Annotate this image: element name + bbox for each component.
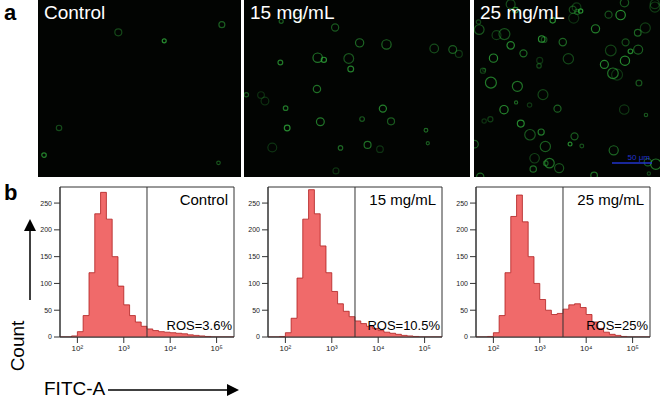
svg-text:10⁴: 10⁴ xyxy=(164,344,177,353)
html-text:FITC-A: FITC-A xyxy=(44,378,106,399)
svg-text:150: 150 xyxy=(40,253,52,260)
svg-text:200: 200 xyxy=(456,226,468,233)
html-text:Control: Control xyxy=(44,2,106,23)
svg-text:100: 100 xyxy=(248,280,260,287)
html-text:50 μm: 50 μm xyxy=(627,153,650,162)
svg-text:10³: 10³ xyxy=(326,344,338,353)
html-text:ROS=3.6%: ROS=3.6% xyxy=(166,318,232,333)
svg-text:10²: 10² xyxy=(72,344,84,353)
svg-text:0: 0 xyxy=(464,333,468,340)
svg-text:0: 0 xyxy=(256,333,260,340)
html-text:Control: Control xyxy=(179,191,228,208)
svg-text:150: 150 xyxy=(456,253,468,260)
svg-text:50: 50 xyxy=(252,307,260,314)
svg-text:100: 100 xyxy=(40,280,52,287)
svg-text:250: 250 xyxy=(248,200,260,207)
html-text:25 mg/mL: 25 mg/mL xyxy=(480,2,565,23)
svg-text:250: 250 xyxy=(40,200,52,207)
svg-text:10²: 10² xyxy=(488,344,500,353)
html-text:b: b xyxy=(4,180,18,205)
svg-text:10³: 10³ xyxy=(534,344,546,353)
html-text:25 mg/mL: 25 mg/mL xyxy=(577,191,644,208)
svg-text:10⁵: 10⁵ xyxy=(418,344,430,353)
svg-text:200: 200 xyxy=(248,226,260,233)
svg-text:50: 50 xyxy=(44,307,52,314)
svg-text:10⁵: 10⁵ xyxy=(210,344,222,353)
html-text:Count: Count xyxy=(7,320,28,372)
html-text:15 mg/mL: 15 mg/mL xyxy=(369,191,436,208)
svg-text:10³: 10³ xyxy=(118,344,130,353)
html-text:ROS=25%: ROS=25% xyxy=(586,318,648,333)
html-text:a: a xyxy=(4,0,17,25)
svg-text:100: 100 xyxy=(456,280,468,287)
svg-text:50: 50 xyxy=(460,307,468,314)
html-text:15 mg/mL: 15 mg/mL xyxy=(250,2,335,23)
svg-text:10⁵: 10⁵ xyxy=(626,344,638,353)
svg-text:10²: 10² xyxy=(280,344,292,353)
svg-text:150: 150 xyxy=(248,253,260,260)
svg-text:250: 250 xyxy=(456,200,468,207)
svg-text:200: 200 xyxy=(40,226,52,233)
svg-text:10⁴: 10⁴ xyxy=(372,344,385,353)
html-text:ROS=10.5%: ROS=10.5% xyxy=(367,318,440,333)
svg-text:0: 0 xyxy=(48,333,52,340)
svg-text:10⁴: 10⁴ xyxy=(580,344,593,353)
